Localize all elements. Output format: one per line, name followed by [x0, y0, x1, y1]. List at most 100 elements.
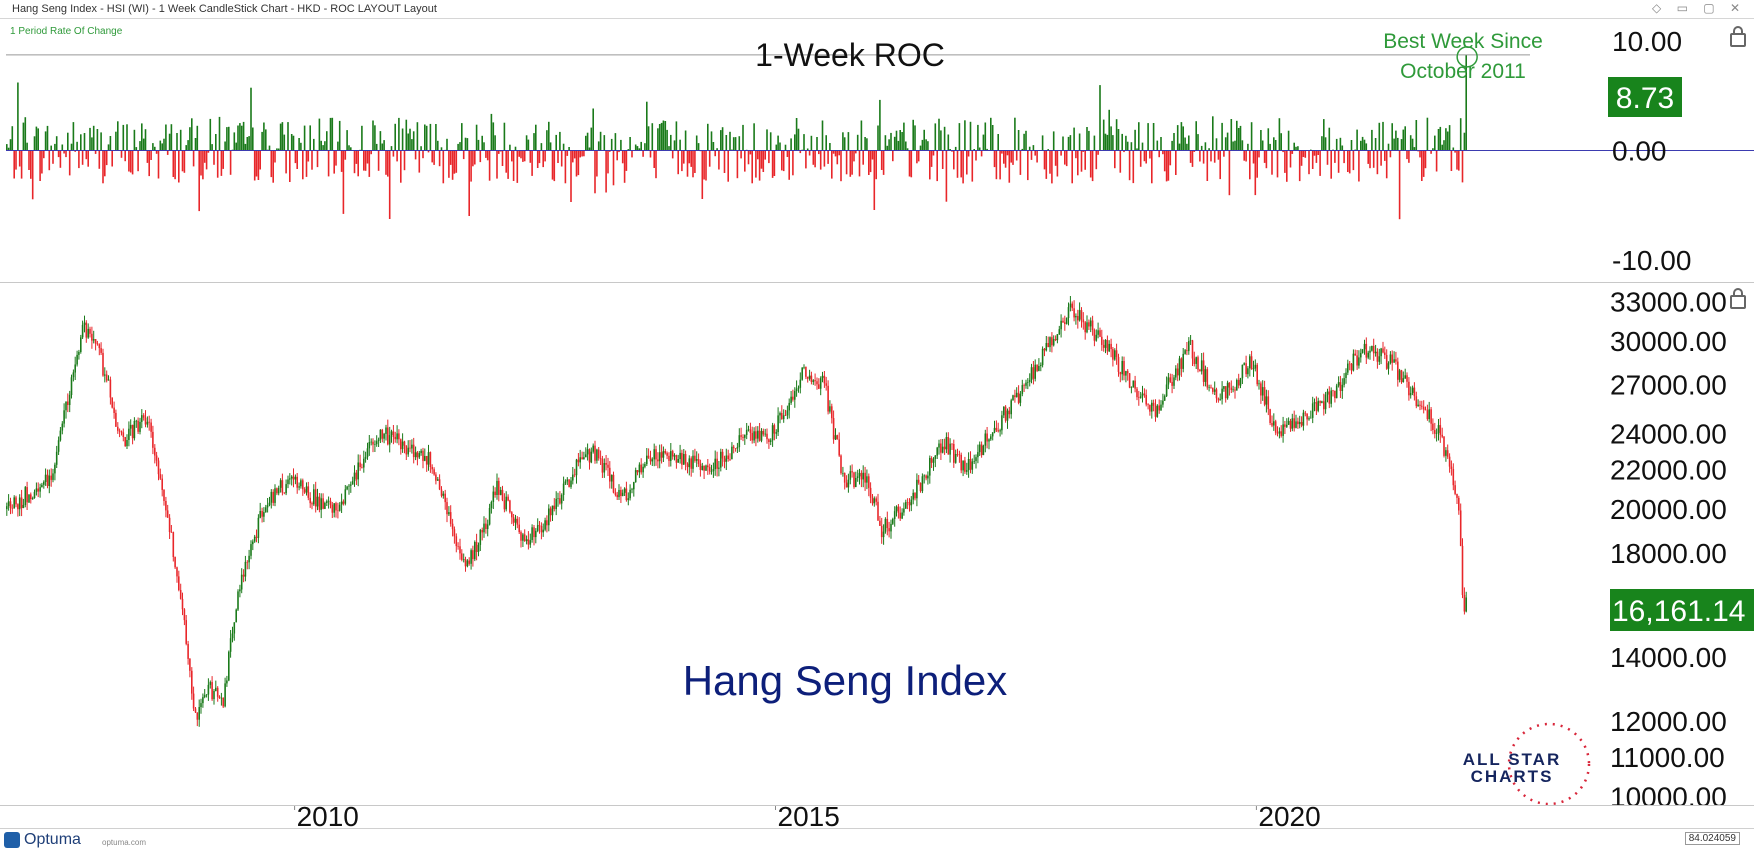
roc-bar [560, 150, 563, 167]
price-candle-body [63, 410, 65, 424]
roc-bar [353, 150, 356, 174]
price-candle-body [353, 472, 356, 482]
price-candle-body [856, 476, 859, 478]
price-candle-body [1188, 341, 1190, 352]
roc-bar [1245, 150, 1247, 162]
roc-bar [1008, 150, 1011, 183]
price-candle-body [492, 491, 495, 502]
roc-bar [163, 138, 165, 151]
lock-icon[interactable] [1730, 26, 1746, 47]
price-candle-body [431, 467, 433, 470]
roc-bar [1126, 141, 1129, 151]
price-candle-body [631, 489, 633, 490]
roc-bar [222, 150, 224, 169]
price-candle-body [287, 479, 289, 485]
price-candle-body [1069, 303, 1072, 308]
price-candle-body [764, 433, 766, 435]
roc-bar [1139, 150, 1142, 167]
price-candle-body [400, 439, 402, 450]
price-candle-body [433, 469, 435, 475]
roc-bar [607, 150, 609, 174]
price-candle-body [1017, 392, 1020, 403]
price-candle-body [797, 387, 800, 389]
roc-bar [1337, 150, 1340, 173]
price-candle-body [1123, 361, 1125, 376]
price-candle-body [1064, 322, 1066, 324]
roc-bar [155, 150, 158, 154]
price-candle-body [855, 478, 857, 487]
roc-bar [326, 131, 328, 151]
price-candle-body [658, 452, 661, 462]
roc-bar [636, 146, 639, 151]
roc-bar [1286, 150, 1288, 182]
price-candle-body [1202, 360, 1205, 382]
price-candle-body [459, 546, 461, 554]
roc-bar [1163, 150, 1166, 172]
roc-bar [133, 129, 136, 151]
roc-bar [52, 150, 54, 164]
price-candle-body [100, 348, 102, 353]
roc-bar [22, 122, 25, 151]
roc-y-tick-label: 10.00 [1612, 26, 1682, 57]
roc-bar [566, 150, 569, 156]
price-candle-body [1025, 382, 1027, 386]
roc-bar [170, 124, 173, 151]
roc-bar [1435, 150, 1438, 172]
price-candle-body [172, 532, 175, 557]
roc-bar [11, 126, 14, 151]
price-candle-body [1335, 385, 1338, 399]
roc-bar [187, 140, 189, 151]
price-candle-body [1003, 406, 1005, 416]
price-candle-body [1454, 485, 1456, 494]
roc-bar [20, 150, 23, 179]
roc-bar [224, 141, 226, 151]
roc-bar [1191, 150, 1194, 167]
price-candle-body [216, 687, 219, 697]
price-candle-body [507, 496, 509, 501]
price-candle-body [1385, 355, 1388, 369]
roc-bar [784, 144, 787, 151]
price-candle-body [966, 470, 968, 472]
price-candle-body [1224, 386, 1227, 399]
roc-bar [1089, 150, 1092, 178]
price-candle-body [1132, 380, 1135, 388]
lock-icon[interactable] [1730, 288, 1746, 309]
roc-bar [716, 148, 718, 151]
roc-bar [991, 125, 994, 151]
price-candle-body [257, 517, 260, 538]
price-candle-body [1374, 351, 1377, 354]
roc-y-tick-label: -10.00 [1612, 245, 1691, 276]
roc-bar [871, 150, 874, 160]
window-controls[interactable]: ◇ ▭ ▢ ✕ [1652, 1, 1746, 15]
price-candle-body [790, 396, 792, 403]
x-axis-tick-label: 2015 [778, 806, 840, 828]
price-candle-body [1310, 417, 1312, 419]
roc-bar [15, 150, 17, 170]
price-candle-body [194, 708, 197, 713]
price-candle-body [647, 455, 650, 458]
price-y-tick-label: 12000.00 [1610, 706, 1727, 737]
price-candle-body [137, 420, 139, 432]
roc-bar [936, 150, 938, 182]
roc-bar [666, 129, 668, 151]
price-candle-body [233, 622, 236, 634]
price-candle-body [905, 502, 907, 509]
roc-bar [1084, 150, 1086, 170]
price-candle-body [925, 475, 927, 479]
roc-bar [708, 150, 711, 167]
roc-bar [159, 140, 162, 151]
price-candle-body [357, 462, 359, 480]
price-candle-body [265, 507, 267, 513]
roc-bar [1200, 145, 1203, 151]
price-candle-body [483, 523, 485, 533]
roc-bar [864, 137, 866, 151]
roc-bar [265, 129, 267, 151]
x-axis-tick-label: 2010 [297, 806, 359, 828]
price-candle-body [235, 609, 237, 623]
roc-bar [919, 145, 922, 151]
roc-bar [1128, 150, 1131, 181]
roc-bar [795, 118, 798, 151]
price-candle-body [1298, 422, 1301, 424]
price-candle-body [1278, 431, 1281, 434]
roc-bar [1443, 140, 1445, 151]
